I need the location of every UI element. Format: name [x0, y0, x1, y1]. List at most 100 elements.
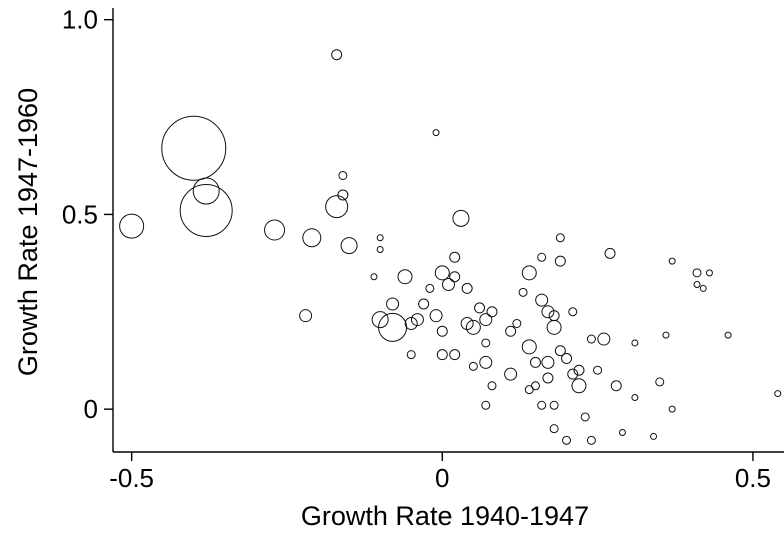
data-point [434, 265, 450, 281]
data-point [418, 298, 430, 310]
data-point [537, 400, 547, 410]
data-point [504, 367, 518, 381]
axes [112, 8, 784, 453]
data-point [512, 318, 522, 328]
x-tick-label: -0.5 [109, 463, 154, 493]
data-point [586, 435, 596, 445]
x-ticks: -0.5 0 0.5 [109, 452, 771, 493]
data-point [442, 278, 455, 292]
data-point [554, 255, 566, 267]
y-ticks: 0 0.5 1.0 [62, 5, 113, 424]
data-point [549, 424, 559, 434]
data-point [161, 115, 227, 181]
data-point [549, 400, 559, 410]
data-point [410, 313, 424, 327]
data-point [179, 184, 233, 238]
y-tick-label: 0.5 [62, 199, 98, 229]
data-point [535, 293, 549, 307]
data-point [452, 209, 470, 227]
data-point [505, 325, 517, 337]
data-point [650, 432, 658, 440]
data-point [541, 305, 555, 319]
data-point [479, 313, 493, 327]
data-point [486, 306, 498, 318]
data-point [487, 381, 497, 391]
data-point [404, 316, 418, 330]
data-point [597, 332, 611, 346]
data-point [397, 269, 413, 285]
data-point [449, 349, 461, 361]
data-point [542, 372, 554, 384]
data-point [568, 307, 578, 317]
data-point [331, 49, 343, 61]
y-axis-title: Growth Rate 1947-1960 [13, 88, 43, 376]
x-tick-label: 0 [435, 463, 449, 493]
data-point [561, 353, 573, 365]
data-point [593, 365, 603, 375]
data-point [449, 251, 461, 263]
data-point [668, 405, 676, 413]
data-point [481, 400, 491, 410]
data-point [192, 177, 220, 205]
data-point [618, 429, 626, 437]
data-point [432, 129, 440, 137]
data-point [370, 273, 378, 281]
data-point [555, 233, 565, 243]
data-point [425, 283, 435, 293]
data-point [468, 361, 478, 371]
data-point [529, 356, 541, 368]
data-point [481, 338, 491, 348]
data-point [119, 213, 145, 239]
data-point [461, 282, 473, 294]
data-point [302, 228, 322, 248]
data-point [337, 189, 349, 201]
data-point [586, 334, 596, 344]
data-point [724, 331, 732, 339]
data-point [705, 269, 713, 277]
data-point [541, 355, 555, 369]
data-point [631, 393, 639, 401]
data-point [386, 297, 400, 311]
data-point [774, 390, 782, 398]
data-point [264, 219, 286, 241]
data-point [692, 268, 702, 278]
data-point [546, 319, 562, 335]
data-point [530, 381, 540, 391]
data-points [119, 49, 782, 445]
data-point [693, 281, 701, 289]
x-tick-label: 0.5 [735, 463, 771, 493]
data-point [325, 195, 349, 219]
data-point [338, 170, 348, 180]
data-point [610, 380, 622, 392]
data-point [571, 378, 587, 394]
data-point [376, 234, 384, 242]
data-point [299, 309, 313, 323]
data-point [631, 339, 639, 347]
data-point [668, 257, 676, 265]
data-point [436, 349, 448, 361]
data-point [567, 368, 579, 380]
data-point [521, 265, 537, 281]
data-point [554, 345, 566, 357]
data-point [465, 319, 481, 335]
data-point [562, 435, 572, 445]
data-point [699, 284, 707, 292]
data-point [449, 271, 461, 283]
data-point [662, 331, 670, 339]
data-point [406, 350, 416, 360]
data-point [340, 237, 358, 255]
data-point [436, 325, 448, 337]
data-point [429, 309, 443, 323]
y-tick-label: 1.0 [62, 5, 98, 35]
data-point [518, 287, 528, 297]
data-point [474, 302, 486, 314]
data-point [548, 310, 560, 322]
data-point [537, 252, 547, 262]
data-point [655, 377, 665, 387]
data-point [521, 339, 537, 355]
y-tick-label: 0 [84, 394, 98, 424]
data-point [573, 364, 585, 376]
data-point [479, 355, 493, 369]
data-point [604, 247, 616, 259]
